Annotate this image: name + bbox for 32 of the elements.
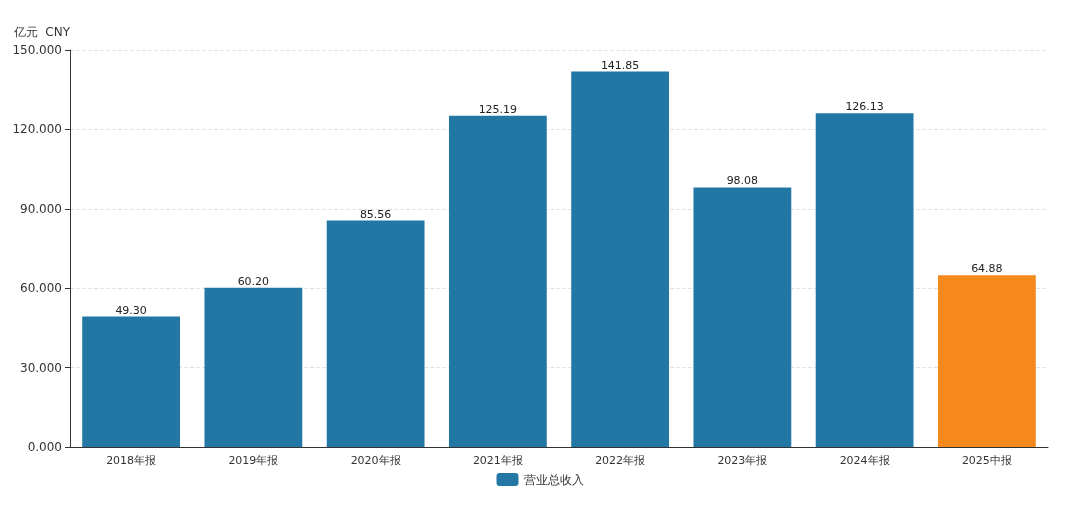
data-label: 98.08 — [726, 174, 759, 188]
bar — [448, 115, 547, 447]
data-label: 125.19 — [478, 102, 518, 116]
bar — [82, 316, 181, 447]
bar — [204, 287, 303, 447]
data-label: 60.20 — [237, 274, 270, 288]
bar — [815, 113, 914, 447]
y-axis-title: 亿元 CNY — [12, 25, 71, 39]
data-label: 85.56 — [359, 207, 392, 221]
bar — [693, 187, 792, 447]
data-label: 126.13 — [845, 100, 884, 114]
x-tick-label: 2024年报 — [839, 454, 890, 467]
y-tick-label: 30.000 — [20, 360, 62, 375]
bar — [937, 275, 1036, 447]
x-tick-label: 2021年报 — [472, 454, 523, 467]
data-label: 141.85 — [600, 58, 640, 72]
y-tick-label: 90.000 — [20, 201, 62, 216]
y-tick-label: 60.000 — [20, 281, 62, 296]
legend-label: 营业总收入 — [523, 472, 584, 487]
x-tick-label: 2020年报 — [350, 454, 401, 467]
data-label: 64.88 — [971, 262, 1003, 276]
y-tick-label: 120.000 — [12, 122, 62, 137]
x-tick-label: 2022年报 — [595, 454, 646, 467]
x-tick-label: 2019年报 — [228, 454, 279, 467]
bar — [571, 71, 670, 447]
y-tick-label: 150.000 — [12, 43, 62, 57]
x-tick-label: 2018年报 — [106, 454, 157, 467]
data-label: 49.30 — [115, 303, 147, 317]
x-tick-label: 2025中报 — [961, 454, 1012, 467]
x-tick-label: 2023年报 — [717, 454, 768, 467]
y-tick-label: 0.000 — [27, 440, 62, 454]
bar — [326, 220, 425, 447]
